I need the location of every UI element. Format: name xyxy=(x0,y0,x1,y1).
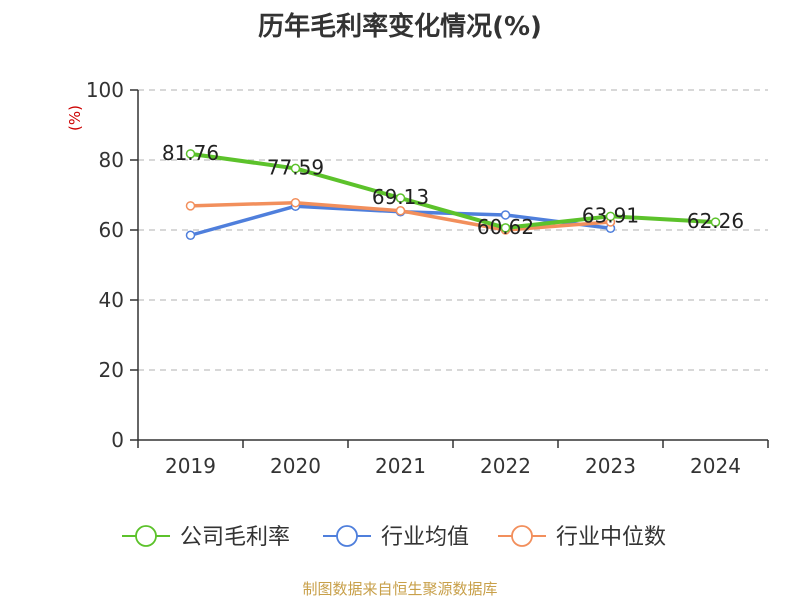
source-note: 制图数据来自恒生聚源数据库 xyxy=(302,580,498,598)
legend-label: 公司毛利率 xyxy=(180,525,290,550)
data-point xyxy=(710,217,721,227)
legend-label: 行业均值 xyxy=(381,525,469,550)
data-point xyxy=(290,163,301,174)
y-tick-label: 80 xyxy=(99,148,124,172)
y-tick-label: 40 xyxy=(99,288,124,312)
x-tick-label: 2022 xyxy=(480,454,531,478)
data-point xyxy=(185,230,196,240)
series-line-company-gross-margin xyxy=(188,151,718,230)
data-label: 63.91 xyxy=(582,203,639,227)
legend-marker xyxy=(511,525,533,547)
y-tick-label: 20 xyxy=(99,358,124,382)
chart-title: 历年毛利率变化情况(%) xyxy=(258,12,542,42)
x-tick-label: 2021 xyxy=(375,454,426,478)
data-label: 81.76 xyxy=(162,141,219,165)
legend-label: 行业中位数 xyxy=(556,525,666,550)
data-label: 62.26 xyxy=(687,209,744,233)
x-tick-label: 2023 xyxy=(585,454,636,478)
legend-marker xyxy=(135,525,157,547)
legend-marker xyxy=(336,525,358,547)
data-label: 69.13 xyxy=(372,185,429,209)
data-point xyxy=(395,193,406,203)
data-point xyxy=(185,149,196,159)
data-point xyxy=(290,197,301,208)
y-tick-label: 0 xyxy=(111,428,124,452)
y-axis-label: (%) xyxy=(66,105,84,131)
data-point xyxy=(500,223,511,233)
data-label: 77.59 xyxy=(267,155,324,179)
x-tick-label: 2019 xyxy=(165,454,216,478)
y-tick-label: 100 xyxy=(86,78,124,102)
data-point xyxy=(500,210,511,220)
x-tick-label: 2024 xyxy=(690,454,741,478)
x-tick-label: 2020 xyxy=(270,454,321,478)
data-label: 60.62 xyxy=(477,215,534,239)
data-point xyxy=(605,211,616,222)
data-point xyxy=(185,201,196,211)
data-point xyxy=(395,206,406,216)
y-tick-label: 60 xyxy=(99,218,124,242)
